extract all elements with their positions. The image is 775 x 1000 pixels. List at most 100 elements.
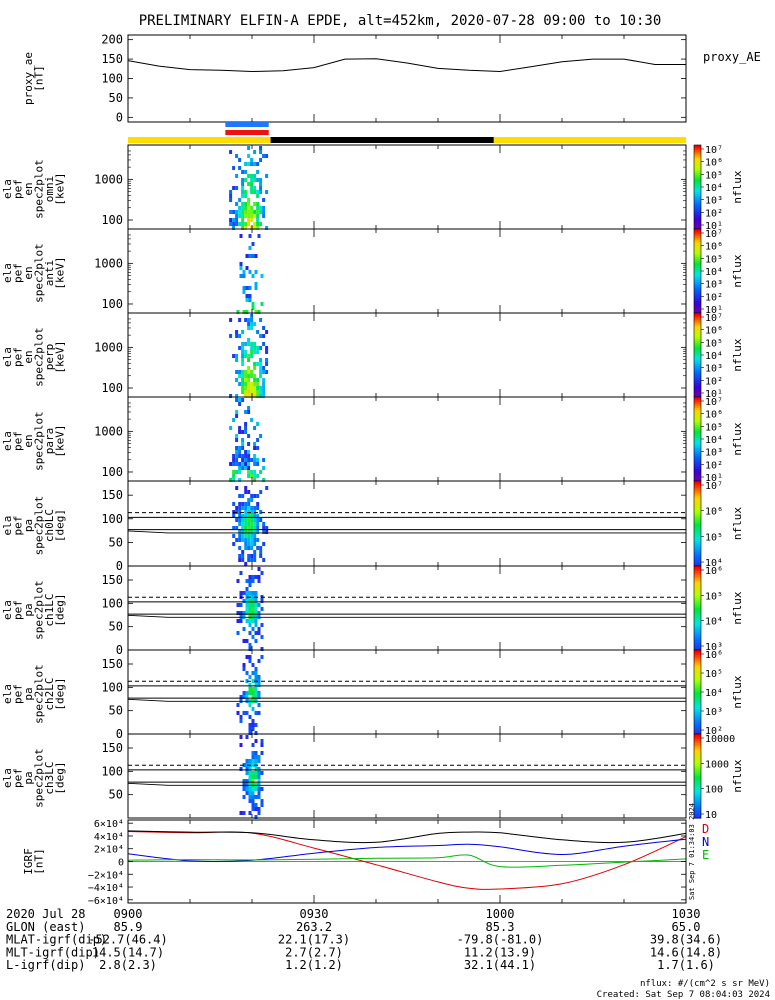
y-axis-label-line: pef	[11, 600, 24, 620]
y-axis-label-line: pef	[11, 684, 24, 704]
spectrogram-cell	[253, 190, 257, 194]
spectrogram-cell	[242, 663, 246, 667]
spectrogram-cell	[247, 554, 251, 558]
y-axis-label-line: spec2plot	[32, 159, 45, 219]
spectrogram-cell	[245, 254, 249, 258]
colorbar-cell	[694, 633, 701, 636]
spectrogram-cell	[239, 767, 243, 771]
spectrogram-cell	[244, 214, 248, 218]
colorbar-cell	[694, 546, 701, 550]
spectrogram-cell	[235, 410, 239, 414]
colorbar-cell	[694, 258, 701, 262]
spectrogram-cell	[253, 462, 257, 466]
colorbar-cell	[694, 771, 701, 775]
spectrogram-cell	[247, 162, 251, 166]
spectrogram-cell	[257, 234, 261, 238]
spectrogram-cell	[242, 795, 246, 799]
colorbar-tick-label: 10⁷	[705, 397, 723, 408]
spectrogram-cell	[238, 206, 242, 210]
spectrogram-cell	[247, 338, 251, 342]
spectrogram-cell	[238, 558, 242, 562]
colorbar-cell	[694, 287, 701, 291]
spectrogram-cell	[241, 194, 245, 198]
colorbar-cell	[694, 296, 701, 299]
colorbar-cell	[694, 529, 701, 533]
y-axis-label-line: ch1LC	[43, 593, 56, 626]
spectrogram-cell	[259, 222, 263, 226]
spectrogram-cell	[250, 218, 254, 222]
colorbar-tick-label: 10⁶	[705, 507, 723, 518]
spectrogram-cell	[256, 214, 260, 218]
y-axis-label-line: ela	[1, 684, 14, 704]
spectrogram-cell	[245, 639, 249, 643]
spectrogram-cell	[262, 478, 266, 482]
colorbar-cell	[694, 283, 701, 287]
colorbar-cell	[694, 401, 701, 404]
y-axis-label-line: [nT]	[32, 848, 45, 875]
colorbar-cell	[694, 189, 701, 192]
y-axis-label-line: ela	[1, 347, 14, 367]
spectrogram-cell	[257, 611, 261, 615]
x-annotation-row-label: L-igrf(dip)	[6, 958, 85, 972]
spectrogram-cell	[236, 310, 240, 314]
spectrogram-cell	[235, 506, 239, 510]
spectrogram-cell	[262, 542, 266, 546]
spectrogram-cell	[247, 210, 251, 214]
y-axis-label-line: [deg]	[53, 677, 66, 710]
spectrogram-cell	[235, 414, 239, 418]
spectrogram-cell	[242, 695, 246, 699]
y-tick-label: −6×10⁴	[88, 896, 124, 907]
colorbar-cell	[694, 413, 701, 417]
colorbar-cell	[694, 321, 701, 325]
spectrogram-cell	[248, 787, 252, 791]
spectrogram-cell	[254, 771, 258, 775]
spectrogram-cell	[262, 466, 266, 470]
state-bar-segment-night	[270, 137, 494, 143]
colorbar-tick-label: 10¹	[705, 305, 723, 316]
spectrogram-cell	[241, 346, 245, 350]
spectrogram-cell	[235, 174, 239, 178]
spectrogram-cell	[251, 803, 255, 807]
panel-frame	[127, 228, 687, 314]
colorbar-cell	[694, 203, 701, 207]
spectrogram-cell	[260, 739, 264, 743]
spectrogram-cell	[259, 366, 263, 370]
spectrogram-cell	[260, 599, 264, 603]
y-tick-label: 0	[118, 858, 124, 869]
spectrogram-cells	[232, 486, 269, 566]
spectrogram-cell	[239, 234, 243, 238]
spectrogram-cell	[235, 462, 239, 466]
spectrogram-cell	[244, 342, 248, 346]
spectrogram-cell	[259, 158, 263, 162]
spectrogram-cell	[256, 518, 260, 522]
spectrogram-cell	[244, 486, 248, 490]
colorbar-cell	[694, 197, 701, 201]
y-axis-label-line: pa	[22, 603, 35, 616]
y-axis-label-line: pef	[11, 263, 24, 283]
colorbar-cell	[694, 696, 701, 699]
spectrogram-cell	[259, 394, 263, 398]
spectrogram-cell	[244, 374, 248, 378]
colorbar-tick-label: 10¹	[705, 473, 723, 484]
colorbar-cell	[694, 359, 701, 362]
spectrogram-cell	[245, 787, 249, 791]
spectrogram-cell	[245, 587, 249, 591]
colorbar-cell	[694, 809, 701, 813]
spectrogram-cell	[229, 426, 233, 430]
spectrogram-cell	[260, 743, 264, 747]
colorbar-cell	[694, 725, 701, 729]
spectrogram-cell	[238, 534, 242, 538]
spectrogram-cell	[250, 494, 254, 498]
colorbar-cell	[694, 350, 701, 354]
spectrogram-cell	[247, 322, 251, 326]
colorbar-cell	[694, 544, 701, 548]
colorbar-cell	[694, 397, 701, 400]
spectrogram-cell	[229, 318, 233, 322]
spectrogram-cell	[254, 731, 258, 735]
spectrogram-cell	[244, 194, 248, 198]
spectrogram-cell	[259, 374, 263, 378]
x-annotation-value: 85.3	[486, 920, 515, 934]
spectrogram-cell	[248, 254, 252, 258]
y-tick-label: −2×10⁴	[88, 870, 124, 881]
